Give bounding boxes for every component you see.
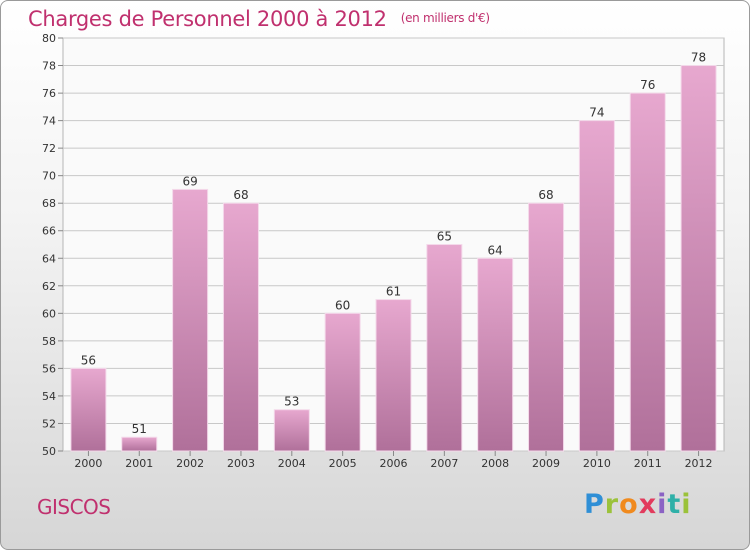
x-tick-label-2002: 2002	[176, 457, 204, 470]
value-label-2012: 78	[691, 51, 706, 65]
bar-2001	[121, 436, 158, 452]
bar-2011	[629, 92, 666, 452]
value-label-2002: 69	[182, 174, 197, 188]
value-label-2009: 68	[538, 188, 553, 202]
x-tick-label-2009: 2009	[532, 457, 560, 470]
y-tick-label: 52	[42, 417, 56, 430]
x-tick-label-2011: 2011	[634, 457, 662, 470]
y-tick-label: 50	[42, 445, 56, 458]
bar-2004	[273, 409, 310, 452]
x-tick-label-2005: 2005	[329, 457, 357, 470]
chart-title: Charges de Personnel 2000 à 2012 (en mill…	[28, 7, 490, 31]
x-tick-label-2003: 2003	[227, 457, 255, 470]
x-tick-label-2008: 2008	[481, 457, 509, 470]
y-tick-label: 60	[42, 307, 56, 320]
x-tick-label-2004: 2004	[278, 457, 306, 470]
y-tick-label: 68	[42, 197, 56, 210]
bar-2006	[375, 299, 412, 452]
y-tick-label: 58	[42, 335, 56, 348]
y-tick-label: 72	[42, 142, 56, 155]
bar-2012	[680, 65, 717, 452]
bar-2009	[528, 202, 565, 452]
value-label-2010: 74	[589, 106, 604, 120]
x-tick-label-2000: 2000	[74, 457, 102, 470]
y-tick-label: 62	[42, 280, 56, 293]
y-tick-label: 78	[42, 60, 56, 73]
y-tick-label: 70	[42, 170, 56, 183]
value-label-2008: 64	[488, 243, 503, 257]
proxiti-logo: Proxiti	[584, 489, 692, 520]
bar-2007	[426, 244, 463, 452]
x-tick-label-2012: 2012	[685, 457, 713, 470]
commune-name: GISCOS	[37, 495, 111, 519]
bar-2003	[222, 202, 259, 452]
bar-2008	[477, 257, 514, 452]
value-label-2001: 51	[132, 422, 147, 436]
y-tick-label: 80	[42, 32, 56, 45]
y-tick-label: 74	[42, 115, 56, 128]
chart-subtitle: (en milliers d'€)	[400, 11, 490, 25]
y-tick-label: 54	[42, 390, 56, 403]
value-label-2011: 76	[640, 78, 655, 92]
x-tick-label-2006: 2006	[380, 457, 408, 470]
value-label-2000: 56	[81, 353, 96, 367]
value-label-2006: 61	[386, 285, 401, 299]
bar-2005	[324, 312, 361, 452]
value-label-2007: 65	[437, 230, 452, 244]
value-label-2005: 60	[335, 298, 350, 312]
x-tick-label-2001: 2001	[125, 457, 153, 470]
x-tick-label-2007: 2007	[430, 457, 458, 470]
bar-2000	[70, 367, 107, 452]
value-label-2004: 53	[284, 395, 299, 409]
bar-2002	[172, 188, 209, 452]
value-label-2003: 68	[233, 188, 248, 202]
y-tick-label: 66	[42, 225, 56, 238]
x-tick-label-2010: 2010	[583, 457, 611, 470]
bar-2010	[578, 120, 615, 452]
y-tick-label: 76	[42, 87, 56, 100]
y-tick-label: 56	[42, 362, 56, 375]
y-tick-label: 64	[42, 252, 56, 265]
